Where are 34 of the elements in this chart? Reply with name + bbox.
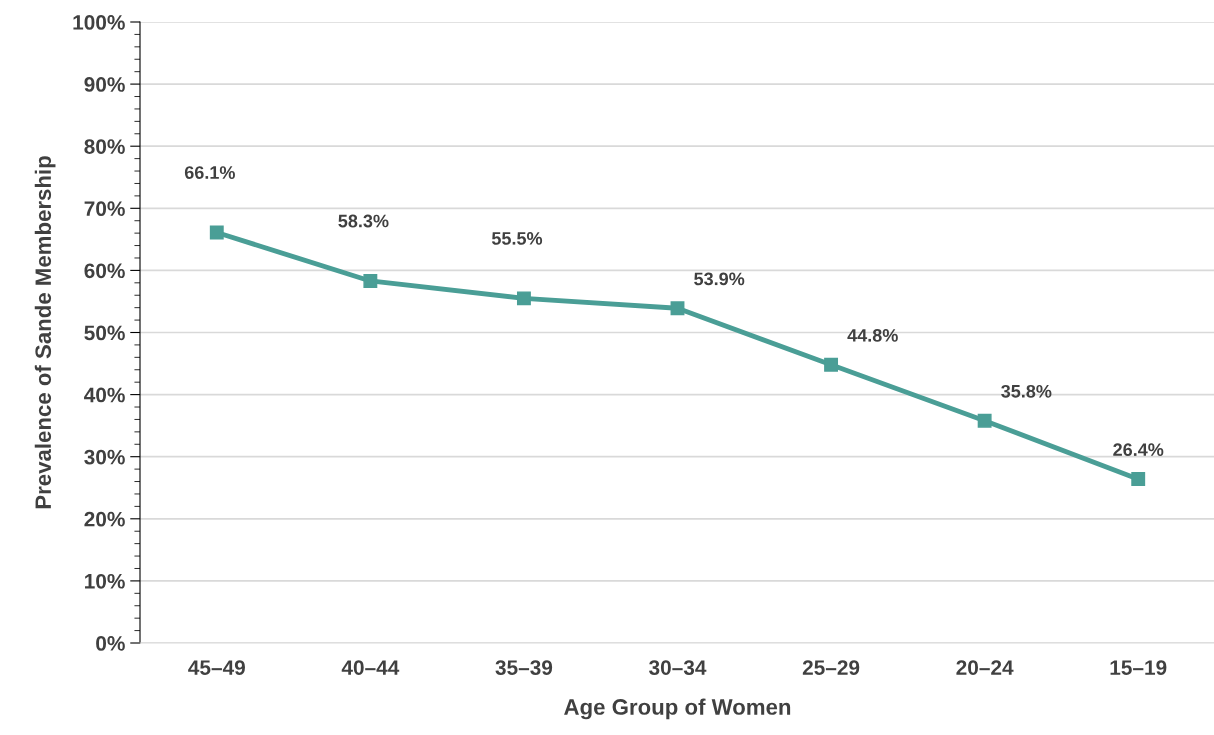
x-tick-label: 40–44 xyxy=(341,660,400,675)
x-tick-label: 25–29 xyxy=(802,660,860,675)
data-label: 53.9% xyxy=(694,272,745,286)
y-tick-label: 10% xyxy=(85,573,125,589)
y-axis-title: Prevalence of Sande Membership xyxy=(34,156,56,509)
data-label: 44.8% xyxy=(847,328,898,342)
data-label: 55.5% xyxy=(491,232,543,245)
point xyxy=(824,357,839,372)
data-label: 58.3% xyxy=(338,214,389,228)
y-tick-label: 30% xyxy=(84,449,125,465)
x-tick-label: 45–49 xyxy=(188,660,245,675)
y-tick-label: 40% xyxy=(84,387,125,403)
x-axis-title: Age Group of Women xyxy=(564,698,791,720)
y-tick-label: 20% xyxy=(84,511,125,527)
x-tick-label: 35–39 xyxy=(495,660,553,675)
point xyxy=(670,301,685,316)
point xyxy=(977,413,992,428)
y-tick-label: 70% xyxy=(84,201,125,217)
data-label: 35.8% xyxy=(1001,384,1052,398)
point xyxy=(363,274,378,288)
y-tick-label: 100% xyxy=(73,15,125,30)
y-tick-label: 80% xyxy=(84,139,125,154)
x-tick-label: 30–34 xyxy=(649,660,707,675)
data-label: 66.1% xyxy=(184,166,235,179)
y-tick-label: 90% xyxy=(84,77,125,92)
point xyxy=(516,291,531,306)
y-tick-label: 0% xyxy=(96,636,125,651)
x-tick-label: 20–24 xyxy=(956,660,1014,675)
y-tick-label: 50% xyxy=(84,325,125,341)
data-label: 26.4% xyxy=(1113,443,1164,457)
y-tick-label: 60% xyxy=(84,263,125,279)
x-tick-label: 15–19 xyxy=(1110,660,1167,675)
point xyxy=(209,225,224,240)
point xyxy=(1131,472,1146,487)
